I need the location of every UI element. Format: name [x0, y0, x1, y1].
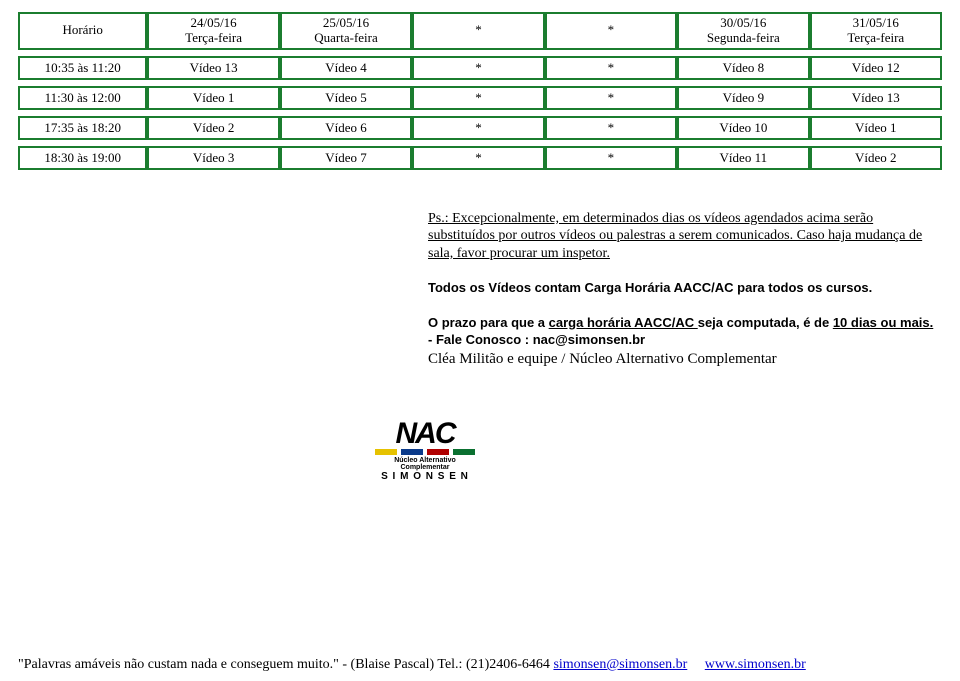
cell: Vídeo 8	[677, 56, 809, 80]
logo-sub1: Núcleo Alternativo Complementar	[370, 457, 480, 471]
carga-note: Todos os Vídeos contam Carga Horária AAC…	[428, 280, 938, 296]
header-cell: *	[412, 12, 544, 50]
header-text: 31/05/16 Terça-feira	[847, 15, 904, 45]
signature: Cléa Militão e equipe / Núcleo Alternati…	[428, 351, 777, 367]
cell: Vídeo 1	[147, 86, 279, 110]
cell: Vídeo 6	[280, 116, 412, 140]
cell: Vídeo 2	[147, 116, 279, 140]
cell: Vídeo 10	[677, 116, 809, 140]
table-row: 18:30 às 19:00 Vídeo 3 Vídeo 7 * * Vídeo…	[18, 146, 942, 170]
prazo-post1: seja computada, é de	[698, 315, 833, 330]
ps-note: Ps.: Excepcionalmente, em determinados d…	[428, 210, 938, 263]
header-text: 24/05/16 Terça-feira	[185, 15, 242, 45]
footer-spacer	[687, 657, 705, 672]
cell: *	[412, 116, 544, 140]
header-cell: 25/05/16 Quarta-feira	[280, 12, 412, 50]
footer-quote: "Palavras amáveis não custam nada e cons…	[18, 657, 553, 672]
table-row: 11:30 às 12:00 Vídeo 1 Vídeo 5 * * Vídeo…	[18, 86, 942, 110]
footer: "Palavras amáveis não custam nada e cons…	[18, 657, 942, 673]
cell: Vídeo 2	[810, 146, 942, 170]
cell: *	[545, 146, 677, 170]
prazo-mid: carga horária AACC/AC	[549, 315, 698, 330]
table-row: 10:35 às 11:20 Vídeo 13 Vídeo 4 * * Víde…	[18, 56, 942, 80]
prazo-mid2: 10 dias ou mais.	[833, 315, 933, 330]
prazo-post2: - Fale Conosco : nac@simonsen.br	[428, 332, 645, 347]
table-row: 17:35 às 18:20 Vídeo 2 Vídeo 6 * * Vídeo…	[18, 116, 942, 140]
cell: *	[412, 86, 544, 110]
cell: 11:30 às 12:00	[18, 86, 147, 110]
prazo-note: O prazo para que a carga horária AACC/AC…	[428, 315, 938, 369]
cell: Vídeo 13	[147, 56, 279, 80]
nac-logo: NAC Núcleo Alternativo Complementar S I …	[370, 420, 480, 482]
cell: 10:35 às 11:20	[18, 56, 147, 80]
cell: Vídeo 9	[677, 86, 809, 110]
cell: 17:35 às 18:20	[18, 116, 147, 140]
cell: Vídeo 4	[280, 56, 412, 80]
cell: Vídeo 3	[147, 146, 279, 170]
footer-email-link[interactable]: simonsen@simonsen.br	[553, 657, 687, 672]
cell: *	[412, 146, 544, 170]
logo-sub2: S I M O N S E N	[370, 471, 480, 482]
cell: Vídeo 7	[280, 146, 412, 170]
logo-title: NAC	[370, 420, 480, 447]
header-cell: 31/05/16 Terça-feira	[810, 12, 942, 50]
footer-site-link[interactable]: www.simonsen.br	[705, 657, 806, 672]
cell: *	[545, 116, 677, 140]
header-cell: Horário	[18, 12, 147, 50]
header-cell: *	[545, 12, 677, 50]
header-text: 30/05/16 Segunda-feira	[707, 15, 780, 45]
notes-block: Ps.: Excepcionalmente, em determinados d…	[428, 210, 938, 369]
schedule-table: Horário 24/05/16 Terça-feira 25/05/16 Qu…	[18, 12, 942, 170]
cell: *	[412, 56, 544, 80]
cell: *	[545, 56, 677, 80]
table-header-row: Horário 24/05/16 Terça-feira 25/05/16 Qu…	[18, 12, 942, 50]
cell: Vídeo 11	[677, 146, 809, 170]
cell: *	[545, 86, 677, 110]
cell: Vídeo 12	[810, 56, 942, 80]
cell: Vídeo 1	[810, 116, 942, 140]
prazo-pre: O prazo para que a	[428, 315, 549, 330]
header-text: 25/05/16 Quarta-feira	[314, 15, 378, 45]
cell: Vídeo 5	[280, 86, 412, 110]
header-cell: 30/05/16 Segunda-feira	[677, 12, 809, 50]
header-cell: 24/05/16 Terça-feira	[147, 12, 279, 50]
cell: Vídeo 13	[810, 86, 942, 110]
cell: 18:30 às 19:00	[18, 146, 147, 170]
